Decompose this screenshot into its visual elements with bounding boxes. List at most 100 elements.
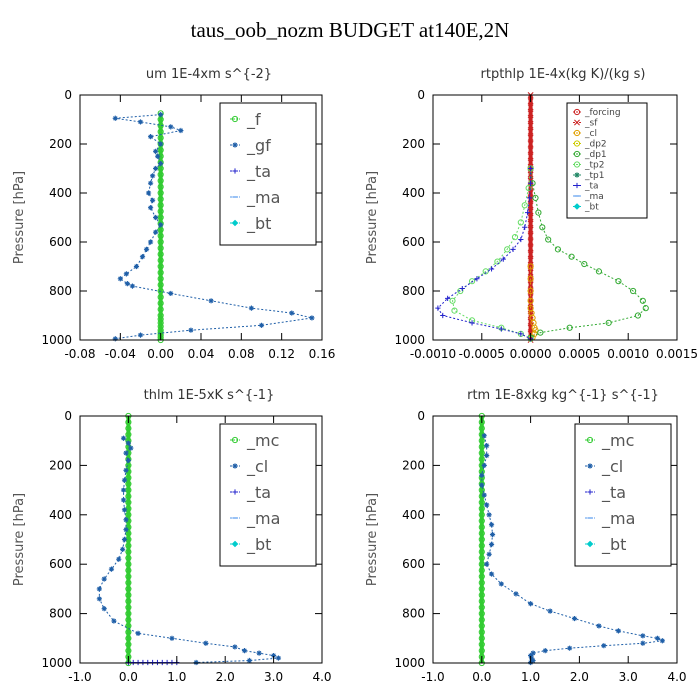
data-point-cl	[203, 640, 209, 646]
legend-label: _tp1	[584, 171, 604, 181]
data-point-sf	[527, 232, 534, 239]
data-point-cl	[101, 576, 107, 582]
y-axis-label: Pressure [hPa]	[12, 171, 27, 264]
data-point-mc	[478, 542, 485, 549]
data-point-dp1	[581, 260, 588, 268]
legend-label: _f	[246, 110, 261, 130]
data-point-gf	[155, 153, 161, 159]
data-point-sf	[527, 110, 534, 117]
data-point-mc	[478, 437, 485, 444]
legend-marker	[573, 108, 581, 116]
data-point-tp2	[451, 307, 458, 314]
y-tick-label: 400	[49, 186, 72, 200]
data-point-mc	[125, 591, 132, 599]
x-tick-label: 2.0	[216, 670, 235, 684]
data-point-mc	[125, 579, 132, 586]
legend-label: _tp2	[584, 161, 604, 171]
legend-label: _ma	[601, 509, 635, 529]
data-point-cl	[528, 655, 535, 661]
data-point-f	[157, 306, 164, 313]
legend-marker	[573, 203, 581, 210]
data-point-cl	[123, 467, 129, 473]
data-point-mc	[125, 480, 132, 488]
data-point-ta	[528, 180, 534, 186]
data-point-gf	[153, 229, 159, 235]
data-point-cl	[528, 601, 534, 607]
legend-label: _cl	[601, 457, 623, 477]
data-point-cl	[640, 633, 646, 639]
data-point-mc	[125, 610, 132, 617]
plot-frame	[79, 415, 323, 664]
legend-marker	[587, 463, 593, 469]
legend-marker	[587, 489, 593, 495]
data-point-mc	[125, 573, 132, 580]
legend-label: _gf	[246, 136, 271, 156]
data-point-cl	[567, 645, 573, 651]
data-point-sf	[527, 147, 534, 154]
data-point-gf	[139, 254, 146, 260]
data-point-sf	[527, 214, 534, 221]
data-point-gf	[248, 305, 255, 311]
data-point-mc	[478, 456, 485, 463]
data-point-sf	[527, 251, 534, 258]
data-point-cl	[528, 652, 534, 659]
legend-marker	[573, 161, 581, 168]
data-point-mc	[478, 629, 485, 636]
y-tick-label: 800	[49, 284, 72, 298]
data-point-sf	[527, 281, 534, 288]
data-point-gf	[153, 214, 159, 221]
x-tick-label: -0.0005	[459, 347, 505, 361]
data-point-cl	[271, 652, 277, 659]
x-tick-label: 0.0000	[510, 347, 552, 361]
data-point-mc	[478, 585, 485, 593]
legend-marker	[231, 436, 239, 444]
x-tick-label: 0.0	[119, 670, 138, 684]
data-point-mc	[125, 629, 132, 636]
data-point-ta	[500, 256, 506, 262]
data-point-cl	[488, 571, 495, 577]
y-tick-label: 1000	[394, 656, 425, 670]
data-point-mc	[478, 567, 485, 574]
data-point-ta	[469, 320, 475, 326]
data-point-tp2	[521, 202, 528, 209]
legend-marker	[574, 182, 580, 189]
series-line-cl	[481, 435, 665, 663]
series-line-dp1	[530, 168, 647, 338]
y-tick-label: 200	[49, 137, 72, 151]
data-point-tp2	[504, 246, 511, 253]
data-point-gf	[158, 222, 164, 228]
data-point-cl	[96, 596, 102, 602]
data-point-dp1	[568, 253, 575, 260]
data-point-f	[157, 300, 164, 307]
data-point-ta	[440, 312, 446, 319]
data-point-mc	[125, 474, 132, 481]
data-point-cl	[241, 648, 248, 654]
data-point-tp2	[494, 258, 501, 265]
data-point-f	[157, 251, 164, 258]
y-tick-label: 1000	[41, 333, 72, 347]
data-point-cl	[615, 628, 622, 634]
legend-marker	[574, 119, 580, 126]
data-point-ta	[435, 305, 441, 311]
data-point-cl	[121, 536, 128, 543]
y-tick-label: 600	[49, 557, 72, 571]
data-point-cl	[489, 531, 496, 538]
panel-title: rtpthlp 1E-4x(kg K)/(kg s)	[481, 67, 646, 82]
data-point-gf	[289, 310, 295, 316]
y-tick-label: 200	[49, 458, 72, 472]
legend-marker	[231, 219, 239, 227]
data-point-cl	[123, 517, 129, 523]
data-point-cl	[123, 527, 129, 533]
y-axis-label: Pressure [hPa]	[365, 493, 380, 586]
plot-frame	[432, 415, 678, 664]
data-point-mc	[478, 579, 485, 586]
x-tick-label: 0.0015	[656, 347, 698, 361]
legend-marker	[574, 172, 580, 178]
data-point-f	[157, 312, 164, 319]
data-point-sf	[527, 208, 534, 215]
x-tick-label: 3.0	[264, 670, 283, 684]
panel-2: rtpthlp 1E-4x(kg K)/(kg s) Pressure [hPa]…	[365, 67, 698, 361]
data-point-f	[157, 171, 164, 178]
data-point-mc	[478, 616, 485, 623]
data-point-mc	[125, 431, 132, 438]
